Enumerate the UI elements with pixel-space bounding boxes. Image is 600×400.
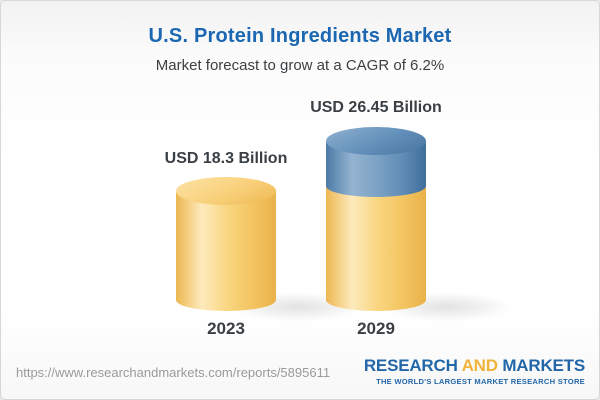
cylinder-2029-top xyxy=(326,127,426,155)
value-label-2023: USD 18.3 Billion xyxy=(164,150,288,167)
cylinder-2023-top xyxy=(176,177,276,205)
source-url: https://www.researchandmarkets.com/repor… xyxy=(16,365,331,380)
logo-word-markets: MARKETS xyxy=(502,356,585,375)
logo-word-and: AND xyxy=(461,356,498,375)
cylinder-2023-body xyxy=(176,191,276,311)
chart-title: U.S. Protein Ingredients Market xyxy=(148,25,452,47)
category-label-2023: 2023 xyxy=(207,319,245,338)
cylinder-2023 xyxy=(176,177,276,311)
research-and-markets-logo: RESEARCH AND MARKETS THE WORLD'S LARGEST… xyxy=(364,356,585,386)
chart-subtitle: Market forecast to grow at a CAGR of 6.2… xyxy=(155,57,445,74)
category-label-2029: 2029 xyxy=(357,319,395,338)
cylinder-2029-base-segment xyxy=(326,187,426,311)
logo-wordmark: RESEARCH AND MARKETS xyxy=(364,356,585,376)
cylinder-2029 xyxy=(326,127,426,311)
value-label-2029: USD 26.45 Billion xyxy=(310,99,442,116)
logo-tagline: THE WORLD'S LARGEST MARKET RESEARCH STOR… xyxy=(376,377,585,386)
logo-word-research: RESEARCH xyxy=(363,356,458,375)
